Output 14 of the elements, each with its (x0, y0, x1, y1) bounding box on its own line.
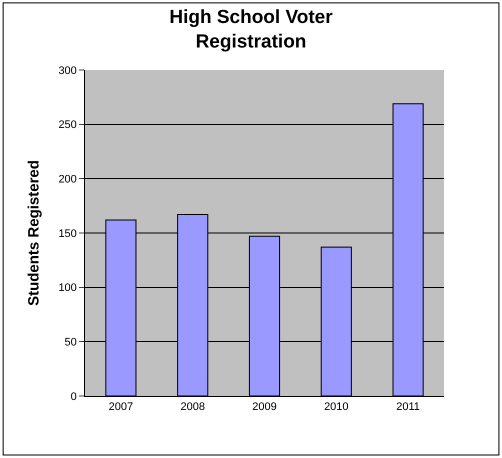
x-tick-label: 2007 (108, 401, 134, 414)
y-axis-title: Students Registered (26, 160, 43, 306)
x-tick-label: 2010 (324, 401, 349, 414)
x-tick-label: 2008 (180, 401, 205, 414)
chart-title: High School Voter Registration (169, 6, 334, 53)
x-tick-label: 2009 (252, 401, 277, 414)
y-tick-label: 0 (70, 390, 77, 403)
y-tick-label: 100 (58, 282, 77, 294)
y-tick-label: 50 (64, 336, 77, 349)
y-tick-label: 250 (58, 119, 77, 132)
y-tick-label: 200 (58, 174, 77, 186)
y-tick-label: 150 (58, 228, 77, 240)
y-tick-label: 300 (58, 64, 77, 77)
x-tick-label: 2011 (396, 401, 420, 414)
